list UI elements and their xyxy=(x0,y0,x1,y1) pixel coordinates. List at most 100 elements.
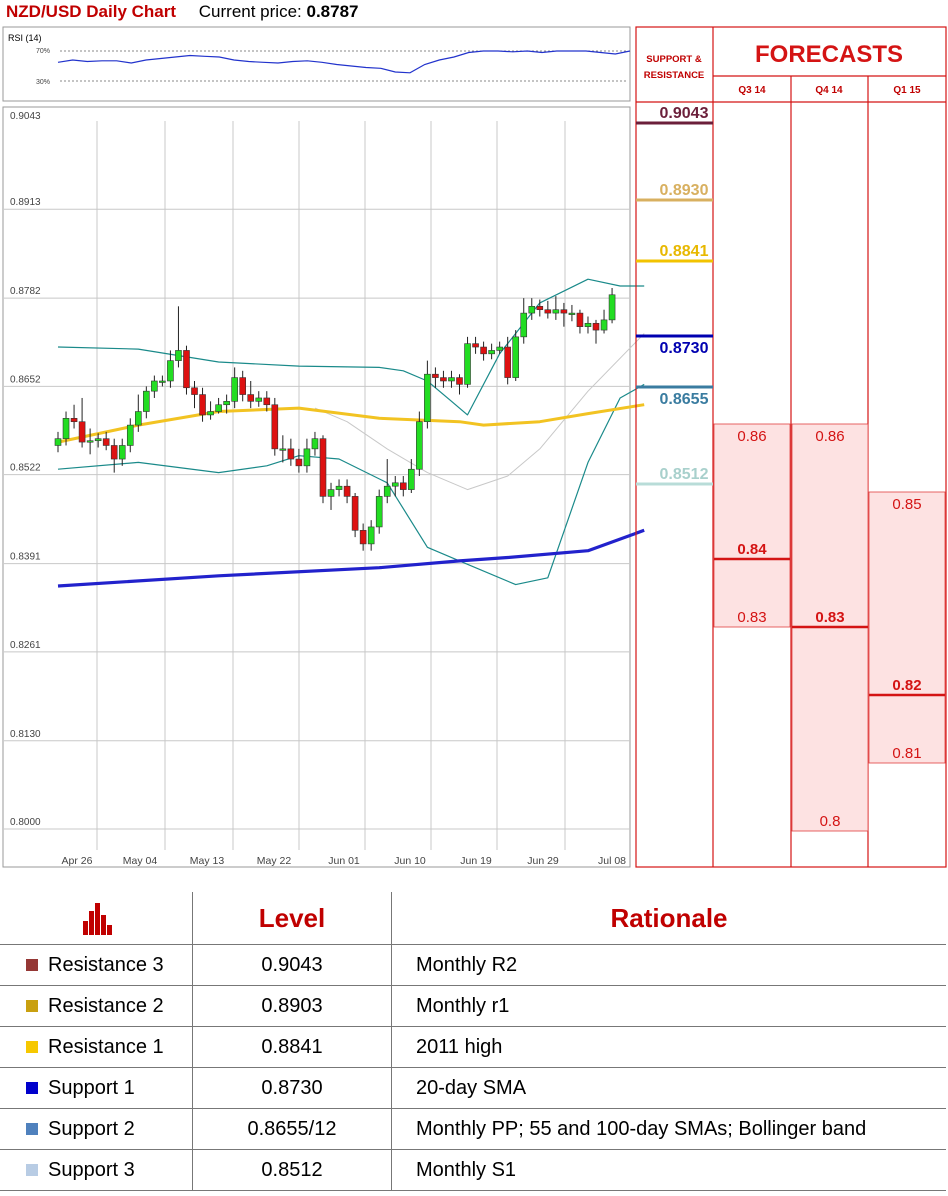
candle-body xyxy=(303,448,311,467)
row-level: 0.8512 xyxy=(192,1149,392,1191)
x-tick-label: Jul 08 xyxy=(598,855,626,867)
candle-body xyxy=(383,485,391,497)
y-tick-label: 0.9043 xyxy=(10,111,41,122)
candle-body xyxy=(512,336,520,378)
forecasts-title: FORECASTS xyxy=(755,41,903,68)
candle-body xyxy=(295,458,303,467)
bollinger-middle-line xyxy=(314,333,645,491)
candle-body xyxy=(367,526,375,545)
forecast-mid-label: 0.82 xyxy=(892,677,921,694)
row-name: Resistance 1 xyxy=(48,1035,164,1058)
candle-body xyxy=(199,394,206,416)
rsi-30-label: 30% xyxy=(36,79,50,86)
candle-body xyxy=(375,496,383,528)
y-tick-label: 0.8913 xyxy=(10,197,41,208)
candle-body xyxy=(456,377,463,385)
sr-level-label: 0.8841 xyxy=(660,243,709,260)
candle-body xyxy=(159,380,166,383)
bar-chart-icon xyxy=(79,901,113,936)
candle-body xyxy=(247,394,255,402)
bar-chart-icon-cell xyxy=(0,892,193,945)
candle-body xyxy=(416,421,423,470)
candle-body xyxy=(239,377,246,395)
bollinger-upper-line xyxy=(57,278,645,416)
candle-body xyxy=(271,404,279,450)
candle-body xyxy=(408,468,415,490)
forecast-col-q3-14: Q3 14 xyxy=(738,85,766,96)
candle-body xyxy=(126,424,134,446)
candle-body xyxy=(54,438,62,446)
y-tick-label: 0.8000 xyxy=(10,817,41,828)
candle-body xyxy=(343,485,351,497)
sr-level-label: 0.8655 xyxy=(660,391,709,408)
candle-body xyxy=(391,482,399,487)
row-rationale: Monthly r1 xyxy=(391,985,946,1027)
row-rationale: 2011 high xyxy=(391,1026,946,1068)
candle-body xyxy=(255,397,263,402)
candle-body xyxy=(359,530,367,545)
forecast-high-label: 0.86 xyxy=(815,428,844,445)
candle-body xyxy=(608,294,616,321)
candle-body xyxy=(544,309,552,314)
support-2-swatch xyxy=(26,1122,38,1135)
candle-body xyxy=(592,322,600,331)
chart-canvas: RSI (14) 70% 30% 0.9043 0.8913 0.8782 0.865… xyxy=(2,26,947,868)
x-tick-label: May 04 xyxy=(123,855,158,867)
table-row: Resistance 1 0.8841 2011 high xyxy=(0,1026,946,1068)
rationale-header: Rationale xyxy=(391,892,946,945)
x-tick-label: May 22 xyxy=(257,855,292,867)
candle-body xyxy=(399,482,407,490)
candle-body xyxy=(472,343,479,348)
row-level: 0.9043 xyxy=(192,944,392,986)
candle-body xyxy=(207,411,214,416)
table-row: Resistance 2 0.8903 Monthly r1 xyxy=(0,985,946,1027)
sr-title-line2: RESISTANCE xyxy=(644,70,705,81)
y-tick-label: 0.8782 xyxy=(10,286,41,297)
candle-body xyxy=(62,418,70,439)
candle-body xyxy=(311,438,319,450)
candle-body xyxy=(351,496,359,531)
row-level: 0.8841 xyxy=(192,1026,392,1068)
forecast-mid-label: 0.84 xyxy=(737,541,767,558)
x-tick-label: Jun 29 xyxy=(527,855,559,867)
candle-body xyxy=(102,438,110,446)
candle-body xyxy=(86,440,94,443)
candle-body xyxy=(263,397,271,406)
candle-body xyxy=(584,322,592,327)
row-name: Support 1 xyxy=(48,1076,135,1099)
levels-table: Level Rationale Resistance 3 0.9043 Mont… xyxy=(0,892,946,1191)
candle-body xyxy=(528,306,536,314)
candle-body xyxy=(287,448,295,460)
candle-body xyxy=(191,387,198,395)
candle-body xyxy=(151,380,158,392)
candle-body xyxy=(536,306,544,311)
candle-body xyxy=(504,346,511,378)
candle-body xyxy=(576,312,584,327)
y-tick-label: 0.8130 xyxy=(10,729,41,740)
rsi-70-label: 70% xyxy=(36,48,50,55)
sr-title-line1: SUPPORT & xyxy=(646,54,702,65)
resistance-1-swatch xyxy=(26,1040,38,1053)
candle-body xyxy=(70,418,78,423)
candle-body xyxy=(440,377,447,382)
row-rationale: 20-day SMA xyxy=(391,1067,946,1109)
table-row: Support 2 0.8655/12 Monthly PP; 55 and 1… xyxy=(0,1108,946,1150)
forecast-col-q1-15: Q1 15 xyxy=(893,85,921,96)
candle-body xyxy=(424,373,431,423)
x-tick-label: Jun 01 xyxy=(328,855,360,867)
y-tick-label: 0.8391 xyxy=(10,552,41,563)
candle-body xyxy=(327,489,335,497)
candle-body xyxy=(167,360,174,382)
rsi-label: RSI (14) xyxy=(8,33,42,43)
candle-body xyxy=(432,373,439,378)
candle-body xyxy=(335,485,343,490)
candle-body xyxy=(448,377,455,382)
level-header: Level xyxy=(192,892,392,945)
sr-level-label: 0.8512 xyxy=(660,466,709,483)
table-row: Resistance 3 0.9043 Monthly R2 xyxy=(0,944,946,986)
forecast-high-label: 0.86 xyxy=(737,428,766,445)
forecast-low-label: 0.8 xyxy=(820,813,841,830)
candle-body xyxy=(135,411,142,426)
candle-body xyxy=(215,404,222,412)
candle-body xyxy=(600,319,608,331)
